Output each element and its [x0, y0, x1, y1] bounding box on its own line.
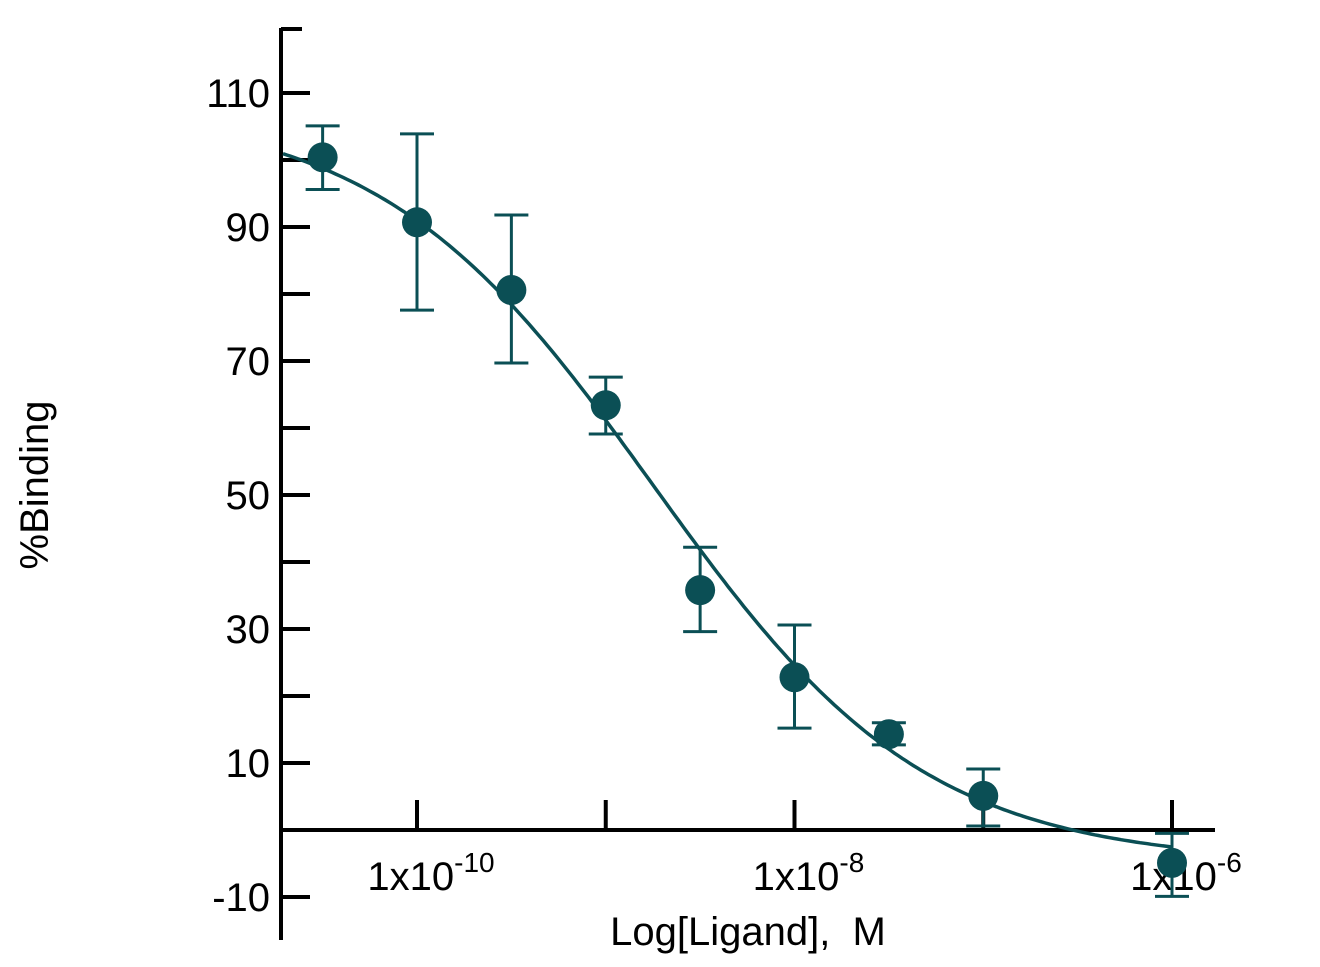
data-point-group: [777, 623, 812, 730]
data-point-group: [1155, 831, 1189, 898]
data-point-group: [683, 545, 718, 634]
x-tick-label: 1x10-10: [367, 847, 494, 899]
data-point: [685, 575, 716, 606]
y-axis-title: %Binding: [13, 400, 57, 569]
data-point-group: [588, 375, 623, 436]
data-point-group: [305, 124, 340, 191]
fit-curve: [282, 152, 1173, 849]
data-point: [1157, 847, 1187, 878]
axes: [279, 27, 1215, 940]
x-tick-label: 1x10-6: [1130, 847, 1242, 899]
data-point-group: [871, 719, 906, 750]
data-point: [873, 719, 904, 750]
y-tick-label: 10: [226, 742, 271, 786]
y-tick-label: -10: [212, 876, 270, 920]
data-points: [305, 124, 1189, 898]
data-point-group: [400, 132, 434, 312]
data-point-group: [966, 767, 1001, 828]
x-axis-title: Log[Ligand], M: [610, 910, 886, 954]
data-point: [496, 274, 527, 305]
tick-labels: 110 90 70 50 30 10 -10 1x10-10 1x10-8 1x10-6: [206, 72, 1242, 920]
x-tick-label: 1x10-8: [753, 847, 865, 899]
data-point: [590, 390, 621, 421]
y-tick-label: 50: [226, 474, 271, 518]
data-point: [307, 142, 338, 173]
y-tick-label: 110: [206, 72, 270, 116]
y-tick-label: 30: [226, 608, 271, 652]
data-point: [779, 662, 810, 693]
data-point-group: [494, 213, 529, 365]
y-tick-label: 90: [226, 206, 271, 250]
y-tick-label: 70: [226, 340, 271, 384]
data-point: [402, 207, 432, 238]
data-point: [968, 780, 999, 811]
ticks: [281, 91, 1174, 899]
